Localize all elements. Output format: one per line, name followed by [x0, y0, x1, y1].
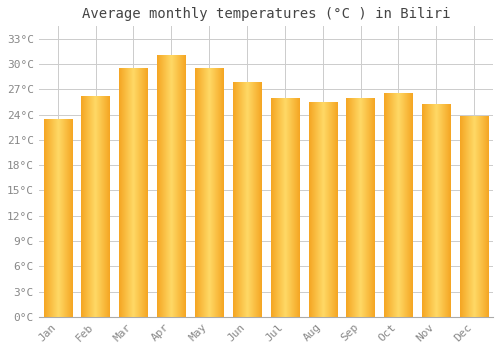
- Bar: [44, 119, 72, 317]
- Title: Average monthly temperatures (°C ) in Biliri: Average monthly temperatures (°C ) in Bi…: [82, 7, 450, 21]
- Bar: [270, 98, 299, 317]
- Bar: [422, 105, 450, 317]
- Bar: [82, 96, 110, 317]
- Bar: [384, 94, 412, 317]
- Bar: [157, 56, 186, 317]
- Bar: [460, 117, 488, 317]
- Bar: [119, 68, 148, 317]
- Bar: [195, 68, 224, 317]
- Bar: [346, 98, 375, 317]
- Bar: [308, 102, 337, 317]
- Bar: [233, 83, 261, 317]
